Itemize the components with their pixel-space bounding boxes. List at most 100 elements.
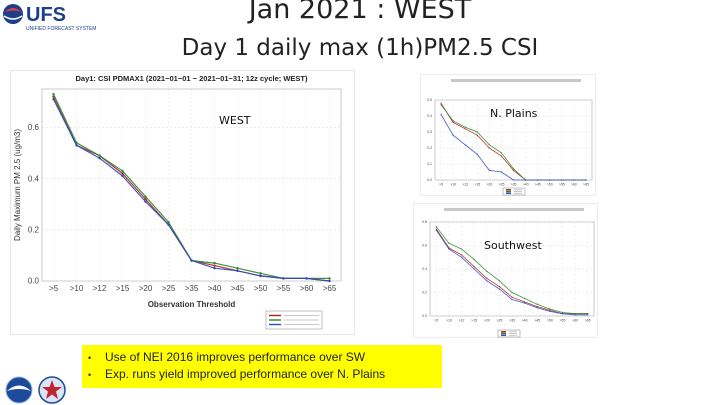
sw-data-point <box>587 313 589 315</box>
region-label-west: WEST <box>219 114 251 127</box>
np-data-point <box>500 155 503 157</box>
np-ytick-label: 0.4 <box>427 114 432 118</box>
sw-xtick-label: >50 <box>547 319 553 323</box>
sw-ytick-label: 0.2 <box>422 291 427 295</box>
np-data-point <box>500 171 503 173</box>
west-xtick-label: >10 <box>70 284 84 293</box>
west-data-point <box>236 269 239 272</box>
sw-xtick-label: >10 <box>446 319 452 323</box>
np-data-point <box>524 179 527 181</box>
west-data-point <box>98 154 101 157</box>
np-data-point <box>500 152 503 154</box>
west-data-point <box>121 169 124 173</box>
bullet: • <box>88 353 92 363</box>
west-data-point <box>328 277 331 280</box>
sw-data-point <box>435 228 437 230</box>
west-data-point <box>213 261 216 265</box>
west-data-point <box>259 272 262 275</box>
west-xtick-label: >65 <box>323 284 337 293</box>
west-ytick-label: 0.0 <box>28 277 40 286</box>
panel-title-strip <box>444 208 584 211</box>
bullet: • <box>88 370 92 380</box>
west-xtick-label: >55 <box>277 284 291 293</box>
sw-data-point <box>561 311 564 314</box>
sw-ytick-label: 0.6 <box>422 244 427 248</box>
np-xtick-label: >10 <box>450 183 456 187</box>
note-text: Use of NEI 2016 improves performance ove… <box>105 350 366 364</box>
np-data-point <box>476 134 478 136</box>
sw-data-point <box>435 226 437 228</box>
ufs-logo-subtext: UNIFIED FORECAST SYSTEM <box>26 26 96 32</box>
np-data-point <box>464 128 466 130</box>
sw-ytick-label: 0.0 <box>422 314 427 318</box>
sw-data-point <box>511 298 513 301</box>
np-data-point <box>452 121 454 123</box>
slide-subtitle: Day 1 daily max (1h)PM2.5 CSI <box>181 35 539 61</box>
sw-xtick-label: >12 <box>459 319 465 323</box>
west-ytick-label: 0.2 <box>28 225 40 234</box>
west-data-point <box>305 277 308 280</box>
sw-data-point <box>574 314 576 316</box>
sw-data-point <box>498 286 500 288</box>
sw-data-point <box>574 313 576 315</box>
sw-xtick-label: >55 <box>559 319 565 323</box>
n-plains-csi-chart: 0.0 0.1 0.2 0.3 0.4 0.5 >5 >10 >12 >15 >20 >25 >35 >4… <box>427 79 593 196</box>
sw-data-point <box>460 254 463 256</box>
west-data-point <box>259 274 262 278</box>
sw-data-point <box>587 314 589 316</box>
sw-data-point <box>536 306 538 308</box>
west-xtick-label: >20 <box>139 284 153 293</box>
sw-data-point <box>524 302 526 304</box>
np-data-point <box>573 179 575 181</box>
sw-xtick-label: >65 <box>585 319 591 323</box>
west-data-point <box>144 197 147 201</box>
np-data-point <box>512 179 515 181</box>
np-data-point <box>440 113 442 115</box>
np-ytick-label: 0.2 <box>427 146 432 150</box>
np-data-point <box>561 179 563 181</box>
sw-data-point <box>473 268 475 270</box>
west-xaxis-label: Observation Threshold <box>148 300 236 309</box>
sw-data-point <box>536 307 538 309</box>
np-xtick-label: >25 <box>498 183 504 187</box>
southwest-chart-panel: 0.0 0.2 0.4 0.6 0.8 >5 >10 >12 >15 >20 >25 >35 >40 >4… <box>413 203 598 338</box>
noaa-logo-icon <box>5 376 33 404</box>
west-data-point <box>98 156 101 160</box>
panel-title-strip <box>451 79 581 82</box>
west-xtick-label: >12 <box>93 284 107 293</box>
west-data-point <box>167 223 170 226</box>
region-label-southwest: Southwest <box>484 239 542 252</box>
np-xtick-label: >50 <box>547 183 553 187</box>
sw-xtick-label: >35 <box>509 319 515 323</box>
sw-xtick-label: >25 <box>496 319 502 323</box>
west-xtick-label: >25 <box>162 284 176 293</box>
slide-title: Jan 2021 : WEST <box>248 0 472 25</box>
west-data-point <box>144 200 147 203</box>
np-ytick-label: 0.1 <box>427 162 432 166</box>
west-data-point <box>328 279 331 283</box>
n-plains-chart-panel: 0.0 0.1 0.2 0.3 0.4 0.5 >5 >10 >12 >15 >20 >25 >35 >4… <box>420 74 596 196</box>
sw-data-point <box>511 291 513 294</box>
np-xtick-label: >5 <box>439 183 443 187</box>
west-data-point <box>213 264 216 267</box>
west-chart-panel: Day1: CSI PDMAX1 (2021−01−01 − 2021−01−3… <box>10 70 355 335</box>
sw-data-point <box>561 313 564 315</box>
west-data-point <box>52 92 55 96</box>
np-xtick-label: >15 <box>474 183 480 187</box>
sw-data-point <box>473 259 475 261</box>
sw-xtick-label: >5 <box>434 319 438 323</box>
np-xtick-label: >40 <box>523 183 529 187</box>
sw-data-point <box>549 309 551 311</box>
southwest-csi-chart: 0.0 0.2 0.4 0.6 0.8 >5 >10 >12 >15 >20 >25 >35 >40 >4… <box>422 208 595 338</box>
west-xtick-label: >45 <box>231 284 245 293</box>
west-data-point <box>282 277 285 280</box>
west-xtick-label: >5 <box>49 284 59 293</box>
sw-data-point <box>460 248 463 250</box>
west-xtick-label: >35 <box>185 284 199 293</box>
sw-data-point <box>498 280 500 282</box>
np-data-point <box>476 153 478 155</box>
np-data-point <box>488 169 490 171</box>
sw-data-point <box>511 296 513 298</box>
west-xtick-label: >15 <box>116 284 130 293</box>
np-data-point <box>440 104 442 106</box>
